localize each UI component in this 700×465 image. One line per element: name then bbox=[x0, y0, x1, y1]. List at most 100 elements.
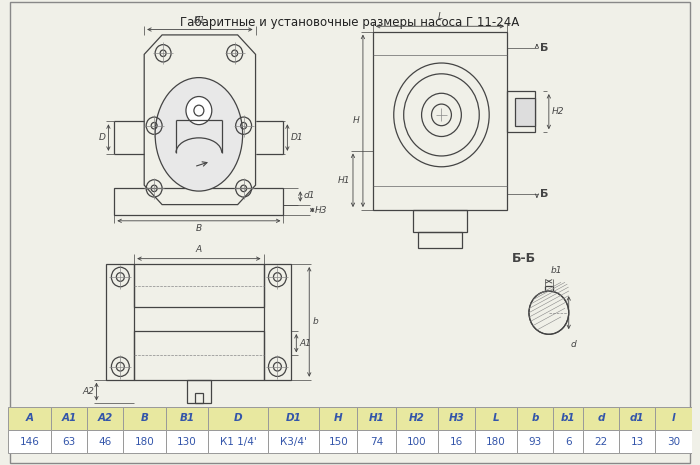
Bar bbox=[412, 210, 468, 232]
Text: 180: 180 bbox=[486, 437, 505, 446]
Ellipse shape bbox=[155, 78, 243, 191]
Bar bbox=[319, 407, 358, 430]
Text: H3: H3 bbox=[449, 413, 464, 423]
Text: A1: A1 bbox=[62, 413, 77, 423]
Bar bbox=[209, 430, 268, 453]
Bar bbox=[517, 430, 553, 453]
Bar bbox=[358, 407, 395, 430]
Bar bbox=[106, 264, 134, 380]
Bar bbox=[123, 407, 166, 430]
Text: H1: H1 bbox=[369, 413, 384, 423]
Bar bbox=[395, 407, 438, 430]
Text: l: l bbox=[672, 413, 676, 423]
Text: d1: d1 bbox=[630, 413, 645, 423]
Text: D: D bbox=[234, 413, 243, 423]
Text: B1: B1 bbox=[194, 16, 206, 25]
Text: A: A bbox=[196, 246, 202, 254]
Bar bbox=[87, 407, 123, 430]
Text: 93: 93 bbox=[528, 437, 542, 446]
Text: 46: 46 bbox=[99, 437, 112, 446]
Text: 6: 6 bbox=[565, 437, 571, 446]
Bar bbox=[553, 430, 583, 453]
Bar bbox=[517, 407, 553, 430]
Bar bbox=[395, 430, 438, 453]
Bar bbox=[583, 430, 620, 453]
Text: 22: 22 bbox=[594, 437, 608, 446]
Text: 13: 13 bbox=[631, 437, 644, 446]
Bar bbox=[268, 430, 319, 453]
Text: К1 1/4': К1 1/4' bbox=[220, 437, 257, 446]
Text: B: B bbox=[141, 413, 148, 423]
Text: d1: d1 bbox=[303, 192, 315, 200]
Text: b: b bbox=[531, 413, 539, 423]
Bar bbox=[166, 407, 209, 430]
Text: 150: 150 bbox=[328, 437, 348, 446]
Bar bbox=[583, 407, 620, 430]
Bar bbox=[507, 91, 535, 132]
Bar bbox=[166, 430, 209, 453]
Bar bbox=[620, 430, 655, 453]
Text: Габаритные и установочные размеры насоса Г 11-24А: Габаритные и установочные размеры насоса… bbox=[181, 15, 519, 28]
Bar bbox=[8, 407, 51, 430]
Bar bbox=[319, 430, 358, 453]
Text: D1: D1 bbox=[286, 413, 302, 423]
Text: H: H bbox=[354, 116, 360, 126]
Text: 16: 16 bbox=[450, 437, 463, 446]
Bar bbox=[114, 188, 284, 215]
Bar bbox=[655, 407, 692, 430]
Bar bbox=[209, 407, 268, 430]
Text: D: D bbox=[99, 133, 106, 142]
Text: D1: D1 bbox=[290, 133, 303, 142]
Bar bbox=[438, 430, 475, 453]
Text: A2: A2 bbox=[97, 413, 113, 423]
Bar bbox=[358, 430, 395, 453]
Text: l: l bbox=[197, 418, 200, 426]
Text: К3/4': К3/4' bbox=[280, 437, 307, 446]
Bar bbox=[475, 430, 517, 453]
Text: 30: 30 bbox=[667, 437, 680, 446]
Text: L: L bbox=[438, 12, 442, 21]
Text: b1: b1 bbox=[551, 266, 563, 275]
Bar bbox=[134, 331, 263, 380]
Text: d: d bbox=[570, 340, 577, 349]
Text: Б-Б: Б-Б bbox=[512, 252, 536, 265]
Bar bbox=[620, 407, 655, 430]
Bar bbox=[87, 430, 123, 453]
Circle shape bbox=[186, 97, 212, 125]
Bar bbox=[51, 407, 87, 430]
Text: 74: 74 bbox=[370, 437, 383, 446]
Text: 180: 180 bbox=[134, 437, 155, 446]
Bar bbox=[418, 232, 462, 248]
Text: b: b bbox=[312, 318, 318, 326]
Text: Б: Б bbox=[540, 189, 548, 199]
Text: 100: 100 bbox=[407, 437, 427, 446]
Text: 146: 146 bbox=[20, 437, 40, 446]
Bar bbox=[553, 407, 583, 430]
Text: d: d bbox=[598, 413, 605, 423]
Text: H: H bbox=[334, 413, 342, 423]
Text: L: L bbox=[493, 413, 499, 423]
Bar bbox=[515, 98, 535, 126]
Bar bbox=[268, 407, 319, 430]
Text: b1: b1 bbox=[561, 413, 575, 423]
Text: H1: H1 bbox=[337, 176, 350, 185]
Text: 130: 130 bbox=[177, 437, 197, 446]
Bar bbox=[655, 430, 692, 453]
Bar bbox=[187, 380, 211, 404]
Text: H2: H2 bbox=[552, 107, 564, 116]
Bar bbox=[373, 32, 507, 210]
Text: 63: 63 bbox=[62, 437, 76, 446]
Text: Б: Б bbox=[540, 43, 548, 53]
Bar bbox=[8, 430, 51, 453]
Bar bbox=[134, 264, 263, 307]
Bar bbox=[123, 430, 166, 453]
Bar bbox=[195, 392, 203, 404]
Text: A: A bbox=[26, 413, 34, 423]
Text: H2: H2 bbox=[409, 413, 425, 423]
Text: A2: A2 bbox=[83, 387, 94, 396]
Bar bbox=[475, 407, 517, 430]
Text: B: B bbox=[196, 224, 202, 233]
Text: A1: A1 bbox=[300, 339, 312, 348]
Text: H3: H3 bbox=[315, 206, 328, 214]
Bar bbox=[51, 430, 87, 453]
